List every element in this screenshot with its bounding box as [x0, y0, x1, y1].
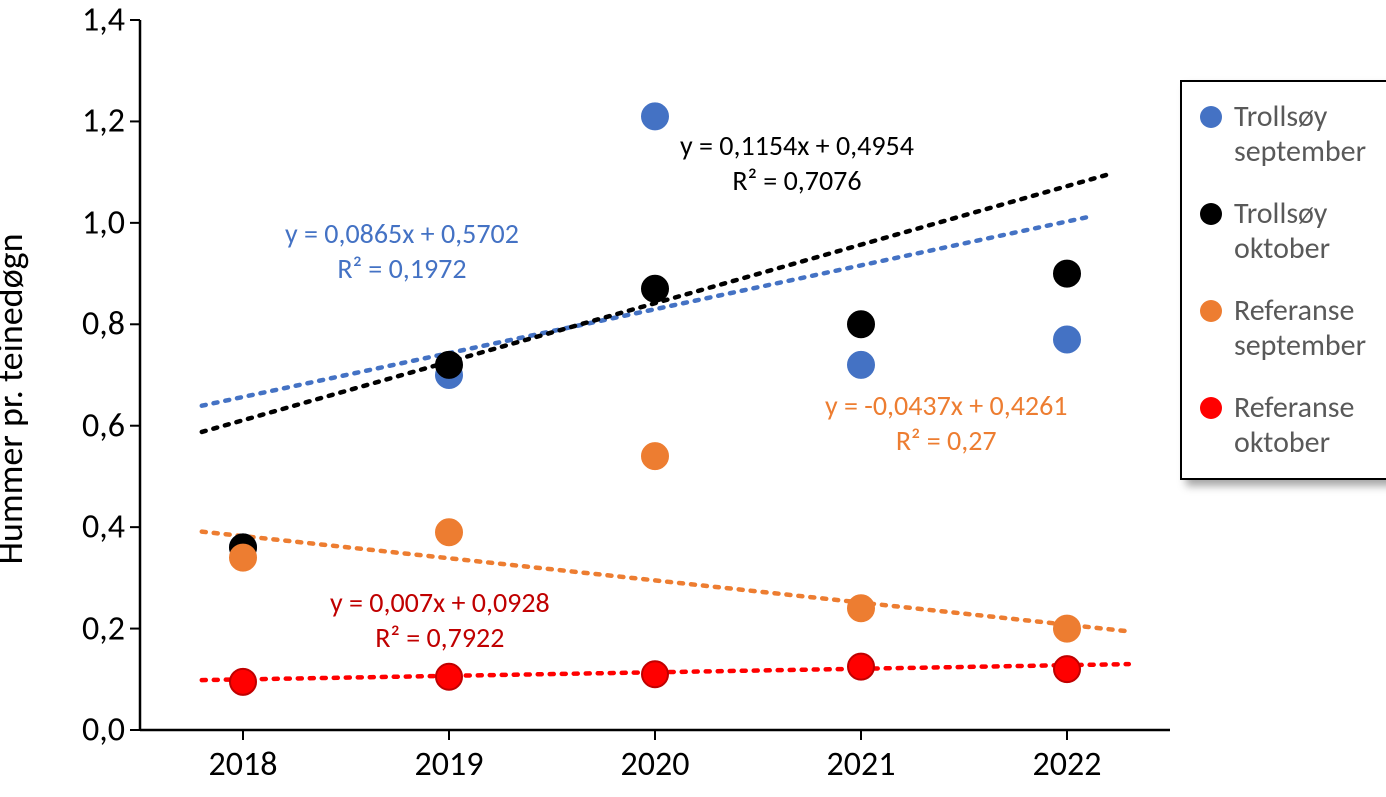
chart-svg: [0, 0, 1386, 797]
trendline-equation: y = -0,0437x + 0,4261R² = 0,27: [825, 388, 1067, 458]
y-axis-label: Hummer pr. teinedøgn: [0, 233, 32, 564]
x-tick-label: 2021: [827, 744, 896, 785]
trendline-equation: y = 0,1154x + 0,4954R² = 0,7076: [680, 128, 914, 198]
legend-label: Referanseoktober: [1234, 391, 1354, 460]
legend-item: Referanseseptember: [1200, 294, 1366, 363]
trendline-equation: y = 0,007x + 0,0928R² = 0,7922: [330, 585, 550, 655]
legend-label: Trollsøyseptember: [1234, 100, 1366, 169]
x-tick-label: 2020: [621, 744, 690, 785]
legend-item: Referanseoktober: [1200, 391, 1366, 460]
y-tick-label: 1,0: [70, 202, 125, 243]
legend-marker-icon: [1200, 203, 1222, 225]
x-tick-label: 2022: [1033, 744, 1102, 785]
trendline-equation: y = 0,0865x + 0,5702R² = 0,1972: [285, 216, 519, 286]
legend-marker-icon: [1200, 106, 1222, 128]
legend-item: Trollsøyoktober: [1200, 197, 1366, 266]
legend: Trollsøyseptember Trollsøyoktober Referans…: [1180, 80, 1386, 480]
y-tick-label: 0,2: [70, 608, 125, 649]
y-tick-label: 0,4: [70, 507, 125, 548]
y-tick-label: 1,2: [70, 101, 125, 142]
chart-container: Hummer pr. teinedøgn y = 0,0865x + 0,570…: [0, 0, 1386, 797]
y-tick-label: 0,8: [70, 304, 125, 345]
y-tick-label: 0,6: [70, 405, 125, 446]
x-tick-label: 2019: [415, 744, 484, 785]
legend-marker-icon: [1200, 397, 1222, 419]
legend-label: Referanseseptember: [1234, 294, 1366, 363]
x-tick-label: 2018: [209, 744, 278, 785]
y-tick-label: 1,4: [70, 0, 125, 41]
legend-item: Trollsøyseptember: [1200, 100, 1366, 169]
legend-label: Trollsøyoktober: [1234, 197, 1330, 266]
y-tick-label: 0,0: [70, 710, 125, 751]
legend-marker-icon: [1200, 300, 1222, 322]
